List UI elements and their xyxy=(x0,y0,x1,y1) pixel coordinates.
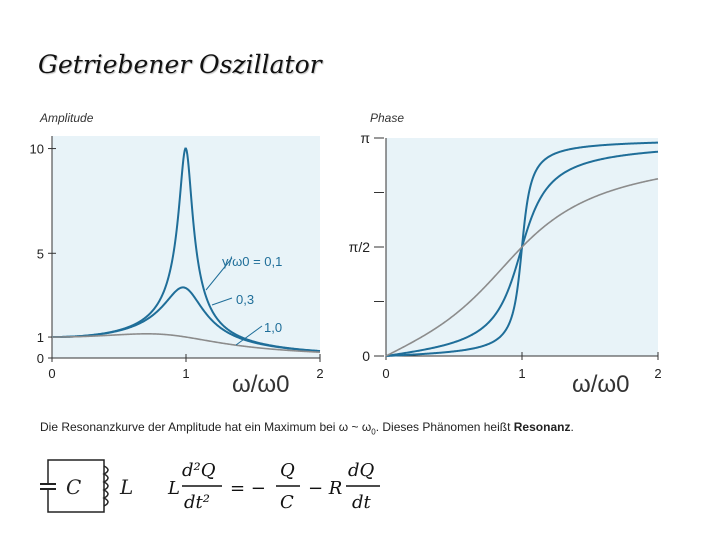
equation-block: C L L d²Q dt² = − Q C − R dQ dt xyxy=(40,459,380,513)
eq-q: Q xyxy=(280,460,295,481)
circuit-diagram: C L xyxy=(40,459,133,513)
eq-dt2: dt² xyxy=(184,492,210,513)
phase-x-tick-label: 1 xyxy=(518,366,525,381)
phase-y-tick-label: π/2 xyxy=(349,239,371,255)
annotation-leader xyxy=(211,297,233,306)
eq-l: L xyxy=(167,478,180,499)
amplitude-x-tick-label: 2 xyxy=(316,366,323,381)
annotation-label: γ/ω0 = 0,1 xyxy=(222,254,282,269)
circuit-l-label: L xyxy=(119,475,133,499)
caption-after: . Dieses Phänomen heißt xyxy=(375,420,514,434)
phase-series-line xyxy=(385,178,659,357)
eq-c: C xyxy=(280,492,294,513)
annotation-leader xyxy=(205,257,233,291)
eq-minus-r: − R xyxy=(308,478,342,499)
phase-x-tick-label: 0 xyxy=(382,366,389,381)
eq-dt: dt xyxy=(352,492,372,513)
amplitude-series-line xyxy=(52,286,321,353)
inductor-coil xyxy=(102,465,109,507)
phase-chart-title: Phase xyxy=(370,111,405,125)
annotation-label: 1,0 xyxy=(264,320,282,335)
amplitude-chart-title: Amplitude xyxy=(40,111,94,125)
phase-y-tick-label: 0 xyxy=(362,348,370,364)
caption-bold: Resonanz xyxy=(513,420,571,434)
phase-x-axis-label: ω/ω0 xyxy=(572,371,630,398)
phase-y-tick-label: π xyxy=(360,130,370,146)
amplitude-x-tick-label: 0 xyxy=(48,366,55,381)
amplitude-x-axis-label: ω/ω0 xyxy=(232,371,290,398)
eq-d2q: d²Q xyxy=(182,460,216,481)
annotation-label: 0,3 xyxy=(236,292,254,307)
eq-equals-minus: = − xyxy=(230,478,266,499)
phase-x-tick-label: 2 xyxy=(654,366,661,381)
equation: L d²Q dt² = − Q C − R dQ dt xyxy=(167,460,380,513)
amplitude-y-tick-label: 1 xyxy=(37,330,44,345)
amplitude-y-tick-label: 10 xyxy=(30,142,44,157)
amplitude-x-tick-label: 1 xyxy=(182,366,189,381)
caption: Die Resonanzkurve der Amplitude hat ein … xyxy=(40,420,574,436)
slide-title: Getriebener Oszillator xyxy=(38,50,322,79)
caption-end: . xyxy=(570,420,574,434)
circuit-c-label: C xyxy=(66,475,81,499)
amplitude-series-line xyxy=(52,333,321,353)
caption-sub: 0 xyxy=(371,427,376,437)
amplitude-y-tick-label: 5 xyxy=(37,246,44,261)
caption-text: Die Resonanzkurve der Amplitude hat ein … xyxy=(40,420,372,434)
eq-dq: dQ xyxy=(348,460,375,481)
annotation-leader xyxy=(235,325,263,346)
amplitude-plot-area xyxy=(52,136,320,358)
amplitude-y-tick-label: 0 xyxy=(37,351,44,366)
